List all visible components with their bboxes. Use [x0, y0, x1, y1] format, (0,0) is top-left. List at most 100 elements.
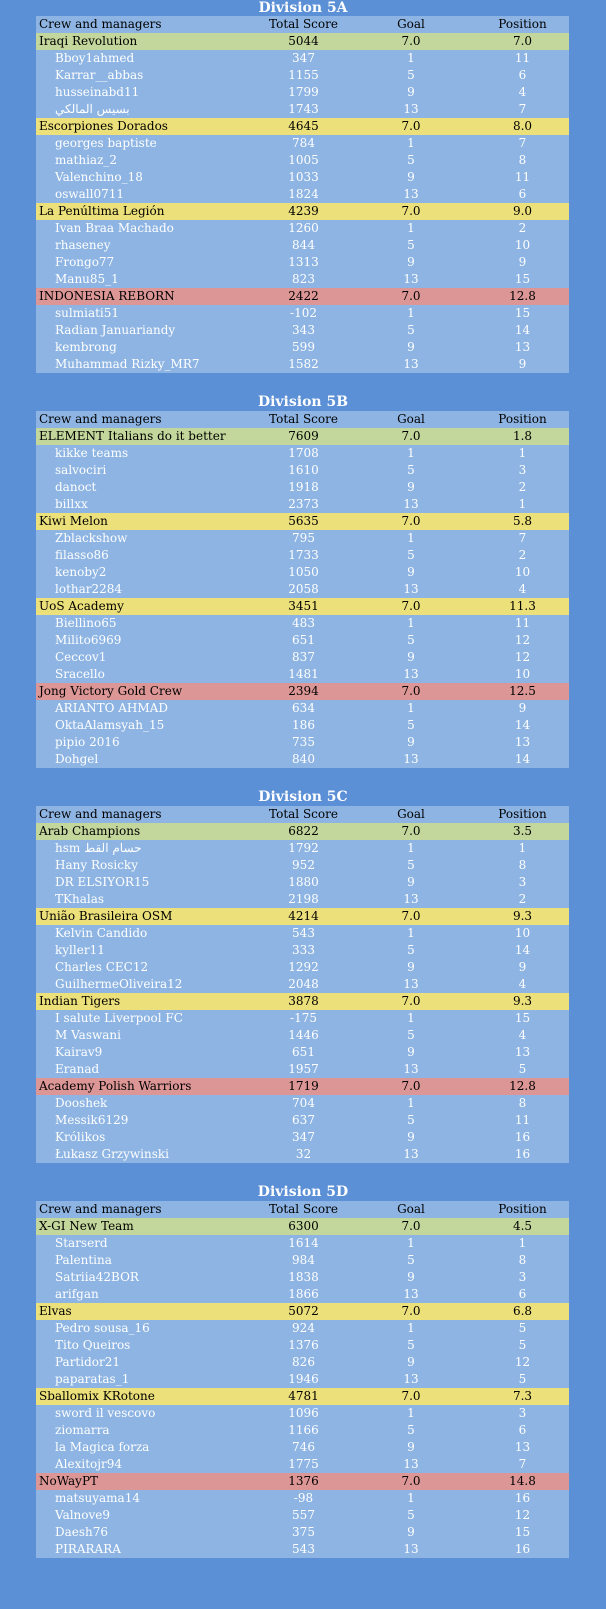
member-row: Karrar__abbas 1155 5 6 — [36, 67, 569, 84]
crew-score: 6822 — [288, 824, 319, 838]
header-goal: Goal — [397, 17, 425, 31]
crew-position: 9.3 — [512, 909, 533, 923]
member-name: rhaseney — [55, 238, 111, 252]
member-position: 4 — [518, 1028, 527, 1042]
member-name: Sracello — [55, 667, 105, 681]
member-score: 543 — [292, 1542, 315, 1556]
member-score: 634 — [292, 701, 315, 715]
crew-goal: 7.0 — [401, 909, 421, 923]
member-name: Kairav9 — [55, 1045, 103, 1059]
member-name: Eranad — [55, 1062, 100, 1076]
member-row: Tito Queiros 1376 5 5 — [36, 1337, 569, 1354]
member-goal: 9 — [407, 1270, 415, 1284]
member-score: 375 — [292, 1525, 315, 1539]
member-score: 952 — [292, 858, 315, 872]
crew-row: La Penúltima Legión 4239 7.0 9.0 — [36, 203, 569, 220]
member-row: rhaseney 844 5 10 — [36, 237, 569, 254]
member-name: Radian Januariandy — [55, 323, 176, 337]
member-score: 483 — [292, 616, 315, 630]
crew-score: 6300 — [288, 1219, 319, 1233]
member-position: 6 — [518, 1287, 527, 1301]
crew-name: Academy Polish Warriors — [39, 1079, 192, 1093]
division-title: Division 5D — [257, 1184, 349, 1200]
crew-name: Arab Champions — [39, 824, 141, 838]
member-goal: 9 — [407, 1440, 415, 1454]
member-row: Biellino65 483 1 11 — [36, 615, 569, 632]
member-position: 1 — [518, 841, 527, 855]
member-position: 15 — [514, 1525, 531, 1539]
member-name: lothar2284 — [55, 582, 123, 596]
member-score: 1880 — [288, 875, 319, 889]
member-position: 10 — [514, 565, 531, 579]
member-position: 9 — [518, 357, 527, 371]
member-name: I salute Liverpool FC — [55, 1011, 183, 1025]
member-row: oswall0711 1824 13 6 — [36, 186, 569, 203]
member-row: hsm حسام القط 1792 1 1 — [36, 840, 569, 857]
member-row: Milito6969 651 5 12 — [36, 632, 569, 649]
member-row: lothar2284 2058 13 4 — [36, 581, 569, 598]
member-position: 2 — [518, 548, 527, 562]
member-row: pipio 2016 735 9 13 — [36, 734, 569, 751]
member-position: 1 — [518, 497, 527, 511]
member-score: 1005 — [288, 153, 319, 167]
member-position: 13 — [514, 340, 531, 354]
member-score: 343 — [292, 323, 315, 337]
member-name: la Magica forza — [55, 1440, 150, 1454]
member-goal: 9 — [407, 85, 415, 99]
crew-goal: 7.0 — [401, 1219, 421, 1233]
header-position: Position — [498, 807, 547, 821]
crew-score: 5072 — [288, 1304, 319, 1318]
member-score: 837 — [292, 650, 315, 664]
member-position: 3 — [518, 1270, 527, 1284]
member-score: 2058 — [288, 582, 319, 596]
member-score: 186 — [292, 718, 315, 732]
member-position: 1 — [518, 1236, 527, 1250]
division-section: Division 5A Crew and managers Total Score G… — [0, 0, 606, 373]
member-score: 844 — [292, 238, 315, 252]
member-goal: 1 — [407, 926, 415, 940]
member-row: danoct 1918 9 2 — [36, 479, 569, 496]
member-row: Muhammad Rizky_MR7 1582 13 9 — [36, 356, 569, 373]
member-position: 12 — [514, 1508, 531, 1522]
member-name: PIRARARA — [55, 1542, 121, 1556]
crew-position: 12.8 — [509, 1079, 536, 1093]
member-row: Frongo77 1313 9 9 — [36, 254, 569, 271]
member-row: ARIANTO AHMAD 634 1 9 — [36, 700, 569, 717]
member-goal: 13 — [403, 102, 419, 116]
member-position: 9 — [518, 701, 527, 715]
member-position: 3 — [518, 875, 527, 889]
member-row: TKhalas 2198 13 2 — [36, 891, 569, 908]
member-goal: 13 — [403, 752, 419, 766]
crew-position: 12.8 — [509, 289, 536, 303]
member-position: 16 — [514, 1147, 531, 1161]
member-goal: 13 — [403, 1542, 419, 1556]
member-name: pipio 2016 — [55, 735, 120, 749]
crew-score: 7609 — [288, 429, 319, 443]
member-position: 12 — [514, 1355, 531, 1369]
member-row: Królikos 347 9 16 — [36, 1129, 569, 1146]
crew-position: 9.3 — [512, 994, 533, 1008]
member-score: 651 — [292, 633, 315, 647]
member-position: 14 — [514, 718, 531, 732]
member-position: 5 — [518, 1372, 527, 1386]
member-score: -175 — [290, 1011, 317, 1025]
member-goal: 1 — [407, 1236, 415, 1250]
member-score: 1614 — [288, 1236, 319, 1250]
member-score: 826 — [292, 1355, 315, 1369]
member-position: 14 — [514, 943, 531, 957]
member-name: بسیس المالكي — [55, 102, 130, 116]
member-goal: 13 — [403, 892, 419, 906]
standings-table: Crew and managers Total Score Goal Position… — [36, 1201, 569, 1558]
crew-row: ELEMENT Italians do it better 7609 7.0 1.8 — [36, 428, 569, 445]
member-name: Daesh76 — [55, 1525, 109, 1539]
crew-goal: 7.0 — [401, 514, 421, 528]
member-name: Palentina — [55, 1253, 112, 1267]
crew-position: 7.3 — [512, 1389, 533, 1403]
crew-score: 5635 — [288, 514, 319, 528]
member-name: sulmiati51 — [55, 306, 120, 320]
member-score: 1708 — [288, 446, 319, 460]
division-spacer — [0, 373, 606, 393]
member-goal: 1 — [407, 51, 415, 65]
crew-name: Escorpiones Dorados — [39, 119, 168, 133]
member-position: 14 — [514, 323, 531, 337]
